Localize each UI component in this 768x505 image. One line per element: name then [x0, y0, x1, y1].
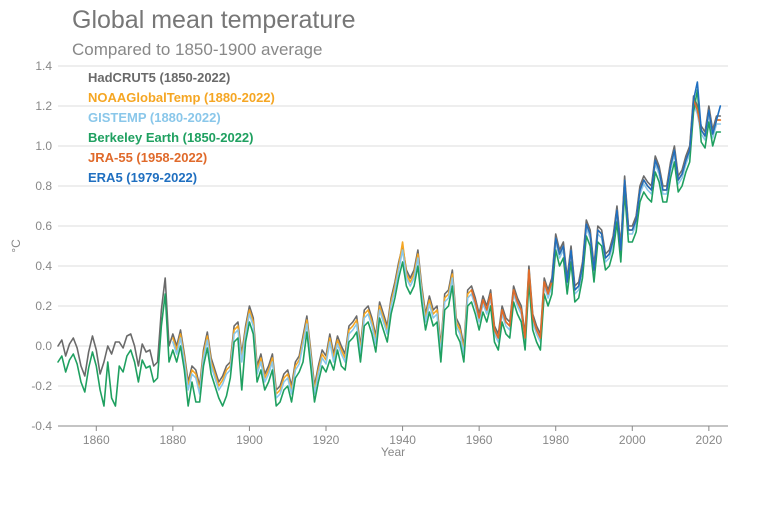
y-axis: -0.4 -0.2 0.0 0.2 0.4 0.6 0.8 1.0 1.2 1.4: [31, 59, 52, 433]
y-tick-label: 0.0: [35, 339, 52, 353]
y-tick-label: -0.4: [31, 419, 52, 433]
x-tick-label: 1920: [313, 433, 340, 447]
x-tick-label: 2000: [619, 433, 646, 447]
x-tick-label: 1860: [83, 433, 110, 447]
legend-item: Berkeley Earth (1850-2022): [88, 130, 254, 145]
x-tick-label: 2020: [696, 433, 723, 447]
chart-title: Global mean temperature: [72, 6, 355, 35]
series-line-4: [471, 100, 720, 338]
chart-plot: 186018801900192019401960198020002020Year…: [58, 58, 738, 458]
y-tick-label: 0.2: [35, 299, 52, 313]
chart-subtitle: Compared to 1850-1900 average: [72, 40, 322, 60]
y-tick-label: 1.2: [35, 99, 52, 113]
y-tick-label: 0.6: [35, 219, 52, 233]
x-tick-label: 1900: [236, 433, 263, 447]
y-tick-label: -0.2: [31, 379, 52, 393]
legend-item: GISTEMP (1880-2022): [88, 110, 221, 125]
legend-item: NOAAGlobalTemp (1880-2022): [88, 90, 275, 105]
legend-item: ERA5 (1979-2022): [88, 170, 197, 185]
x-tick-label: 1880: [160, 433, 187, 447]
chart-container: Global mean temperature Compared to 1850…: [0, 0, 768, 505]
legend-item: JRA-55 (1958-2022): [88, 150, 207, 165]
legend: HadCRUT5 (1850-2022) NOAAGlobalTemp (1880…: [88, 70, 275, 185]
legend-item: HadCRUT5 (1850-2022): [88, 70, 230, 85]
y-axis-title: °C: [9, 239, 23, 253]
x-tick-label: 1980: [542, 433, 569, 447]
y-tick-label: 1.4: [35, 59, 52, 73]
y-tick-label: 0.4: [35, 259, 52, 273]
x-axis-title: Year: [381, 445, 405, 459]
x-tick-label: 1960: [466, 433, 493, 447]
y-tick-label: 0.8: [35, 179, 52, 193]
y-tick-label: 1.0: [35, 139, 52, 153]
x-axis: 186018801900192019401960198020002020: [83, 426, 723, 447]
